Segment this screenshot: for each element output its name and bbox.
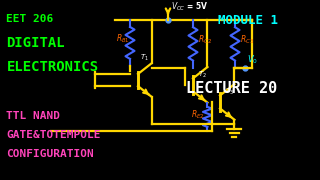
Text: LECTURE 20: LECTURE 20 [186, 81, 277, 96]
Text: $R_{C3}$: $R_{C3}$ [240, 34, 254, 46]
Text: $T_3$: $T_3$ [225, 87, 234, 97]
Text: ELECTRONICS: ELECTRONICS [6, 60, 99, 74]
Text: GATE&TOTEMPOLE: GATE&TOTEMPOLE [6, 130, 101, 140]
Text: TTL NAND: TTL NAND [6, 111, 60, 122]
Text: $R_{C2}$: $R_{C2}$ [198, 34, 212, 46]
Text: CONFIGURATION: CONFIGURATION [6, 149, 94, 159]
Text: DIGITAL: DIGITAL [6, 36, 65, 50]
Text: $T_1$: $T_1$ [140, 53, 149, 63]
Text: $R_{B1}$: $R_{B1}$ [116, 33, 130, 45]
Text: $V_0$: $V_0$ [247, 53, 258, 66]
Text: MODULE 1: MODULE 1 [218, 14, 278, 27]
Text: EET 206: EET 206 [6, 14, 54, 24]
Text: $V_{CC}$ = 5V: $V_{CC}$ = 5V [171, 1, 209, 13]
Text: $T_2$: $T_2$ [198, 70, 207, 80]
Text: $R_{E2}$: $R_{E2}$ [191, 109, 205, 121]
